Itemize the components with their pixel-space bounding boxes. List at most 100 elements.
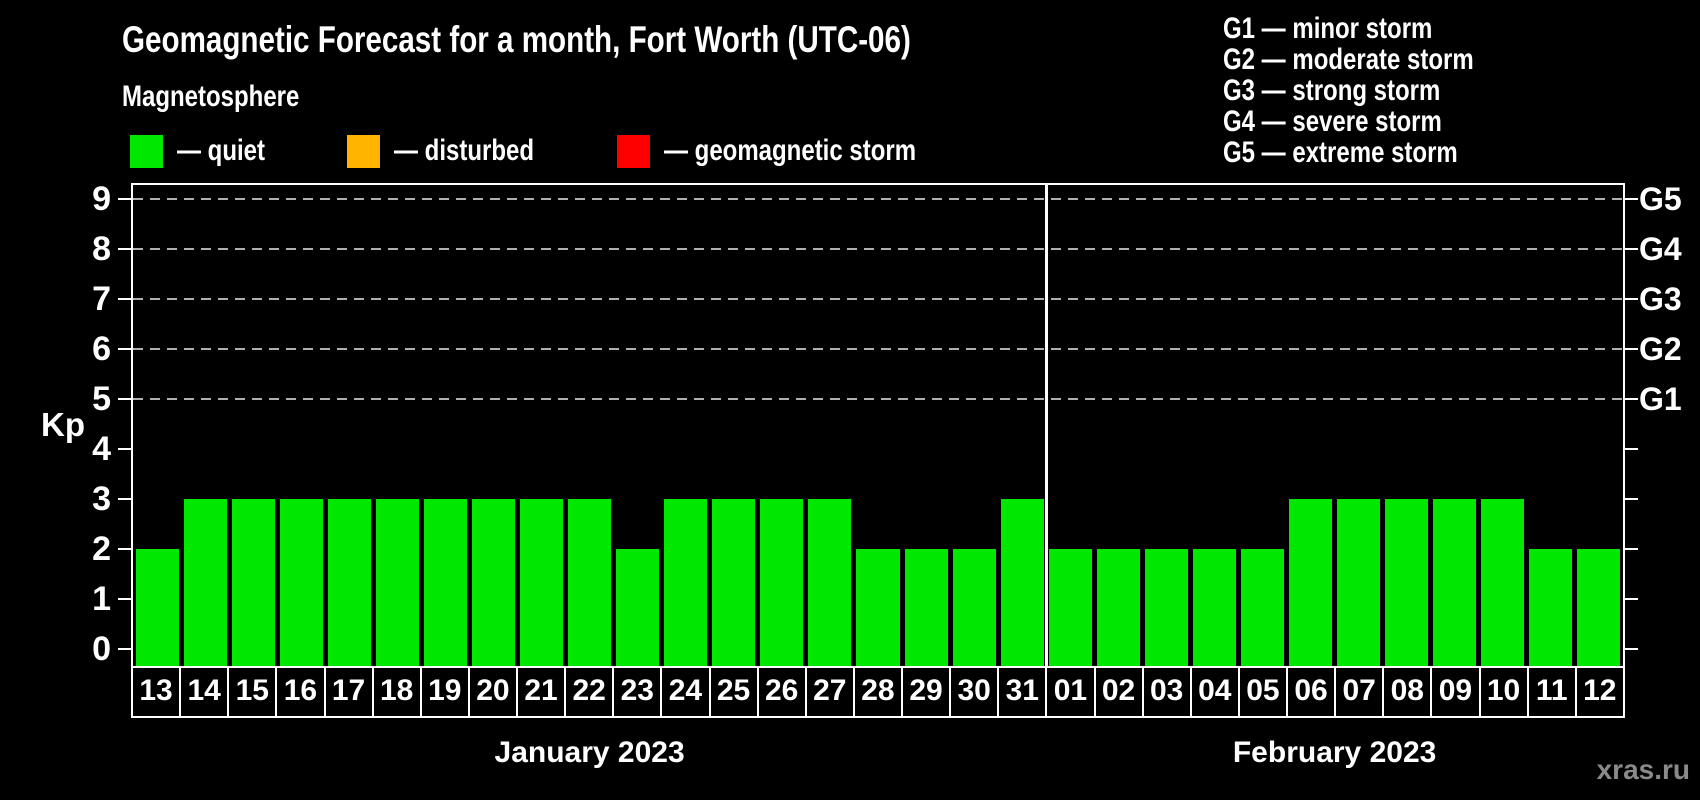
storm-scale-line-2: G2 — moderate storm bbox=[1223, 43, 1474, 76]
day-label-24: 24 bbox=[660, 668, 708, 716]
kp-bar-day-04 bbox=[1192, 549, 1236, 666]
y-axis-title: Kp bbox=[41, 406, 85, 443]
y-tick-label-5: 5 bbox=[92, 380, 111, 418]
day-label-19: 19 bbox=[419, 668, 468, 716]
gridline-kp9 bbox=[133, 198, 1623, 200]
y-tick-label-1: 1 bbox=[92, 580, 111, 618]
day-label-16: 16 bbox=[275, 668, 323, 716]
left-tick-kp2 bbox=[118, 548, 131, 550]
watermark: xras.ru bbox=[1596, 754, 1690, 785]
kp-bar-day-11 bbox=[1529, 549, 1573, 666]
legend-item-disturbed: — disturbed bbox=[347, 134, 569, 168]
kp-bar-day-29 bbox=[904, 549, 948, 666]
right-tick-kp4 bbox=[1625, 448, 1638, 450]
kp-bar-day-30 bbox=[952, 549, 996, 666]
right-tick-kp7 bbox=[1625, 298, 1638, 300]
kp-bar-day-20 bbox=[471, 499, 515, 666]
day-label-26: 26 bbox=[756, 668, 805, 716]
day-label-17: 17 bbox=[323, 668, 372, 716]
kp-bar-day-15 bbox=[231, 499, 275, 666]
kp-bar-day-13 bbox=[135, 549, 179, 666]
right-tick-kp2 bbox=[1625, 548, 1638, 550]
day-label-11: 11 bbox=[1526, 668, 1575, 716]
storm-scale-legend: G1 — minor stormG2 — moderate stormG3 — … bbox=[1223, 13, 1700, 168]
kp-bar-day-17 bbox=[327, 499, 371, 666]
right-tick-kp6 bbox=[1625, 348, 1638, 350]
gridline-kp5 bbox=[133, 398, 1623, 400]
day-label-21: 21 bbox=[516, 668, 564, 716]
day-label-13: 13 bbox=[139, 674, 173, 707]
kp-bar-day-23 bbox=[616, 549, 660, 666]
right-axis-label-g3: G3 bbox=[1639, 281, 1682, 317]
right-axis-label-g5: G5 bbox=[1639, 181, 1682, 217]
kp-bar-day-01 bbox=[1048, 549, 1092, 666]
day-label-03: 03 bbox=[1141, 668, 1190, 716]
y-tick-label-3: 3 bbox=[92, 480, 111, 518]
kp-bar-day-05 bbox=[1240, 549, 1285, 666]
gridline-kp7 bbox=[133, 298, 1623, 300]
left-tick-kp1 bbox=[118, 598, 131, 600]
gridline-kp8 bbox=[133, 248, 1623, 250]
month-label-2: February 2023 bbox=[1232, 736, 1437, 769]
left-tick-kp3 bbox=[118, 498, 131, 500]
right-axis-label-g1: G1 bbox=[1639, 381, 1682, 417]
day-label-09: 09 bbox=[1430, 668, 1478, 716]
kp-bar-day-31 bbox=[1000, 499, 1044, 666]
kp-bar-day-02 bbox=[1096, 549, 1140, 666]
kp-bar-day-06 bbox=[1289, 499, 1333, 666]
plot-area: 0 1 2 3 4 5 6 7 8 9 G1 G2 G3 G4 G5 bbox=[92, 180, 1682, 668]
day-label-31: 31 bbox=[997, 668, 1045, 716]
storm-scale-line-1: G1 — minor storm bbox=[1223, 12, 1433, 45]
day-label-05: 05 bbox=[1237, 668, 1286, 716]
disturbed-swatch bbox=[347, 134, 380, 168]
geomagnetic-storm-swatch bbox=[617, 134, 650, 168]
kp-bar-day-28 bbox=[856, 549, 900, 666]
quiet-swatch bbox=[130, 134, 163, 168]
right-tick-kp9 bbox=[1625, 198, 1638, 200]
day-label-01: 01 bbox=[1045, 668, 1093, 716]
y-tick-label-7: 7 bbox=[92, 280, 111, 318]
storm-scale-line-5: G5 — extreme storm bbox=[1223, 136, 1458, 169]
storm-scale-line-3: G3 — strong storm bbox=[1223, 74, 1441, 107]
y-tick-label-2: 2 bbox=[92, 530, 111, 568]
month-label-1: January 2023 bbox=[494, 736, 685, 769]
day-label-02: 02 bbox=[1093, 668, 1142, 716]
day-label-04: 04 bbox=[1189, 668, 1238, 716]
kp-bar-day-27 bbox=[808, 499, 852, 666]
kp-bar-day-24 bbox=[664, 499, 708, 666]
kp-bar-day-18 bbox=[375, 499, 419, 666]
day-label-23: 23 bbox=[612, 668, 660, 716]
kp-bar-day-03 bbox=[1144, 549, 1188, 666]
day-label-27: 27 bbox=[804, 668, 853, 716]
day-label-22: 22 bbox=[564, 668, 612, 716]
day-label-18: 18 bbox=[371, 668, 420, 716]
right-axis-label-g2: G2 bbox=[1639, 331, 1682, 367]
day-label-12: 12 bbox=[1574, 668, 1623, 716]
x-axis-day-labels: 13 14 15 16 17 18 19 20 21 22 23 24 25 26 27 28 29 30 31 01… bbox=[131, 666, 1625, 718]
day-label-08: 08 bbox=[1382, 668, 1430, 716]
day-label-30: 30 bbox=[949, 668, 997, 716]
chart-subtitle: Magnetosphere bbox=[122, 80, 300, 113]
y-tick-label-6: 6 bbox=[92, 330, 111, 368]
right-axis-label-g4: G4 bbox=[1639, 231, 1682, 267]
kp-bar-day-08 bbox=[1385, 499, 1429, 666]
legend-label-quiet: — quiet bbox=[177, 134, 265, 167]
month-divider bbox=[1044, 185, 1048, 666]
day-label-06: 06 bbox=[1286, 668, 1334, 716]
kp-bar-day-22 bbox=[568, 499, 612, 666]
day-label-10: 10 bbox=[1478, 668, 1527, 716]
chart-title: Geomagnetic Forecast for a month, Fort W… bbox=[122, 19, 911, 60]
kp-bar-day-25 bbox=[712, 499, 756, 666]
kp-bar-day-14 bbox=[183, 499, 227, 666]
kp-bar-day-19 bbox=[423, 499, 467, 666]
kp-bar-day-21 bbox=[520, 499, 564, 666]
left-tick-kp9 bbox=[118, 198, 131, 200]
kp-bar-day-12 bbox=[1577, 549, 1621, 666]
kp-bar-day-09 bbox=[1433, 499, 1477, 666]
left-tick-kp4 bbox=[118, 448, 131, 450]
legend-label-geomagnetic-storm: — geomagnetic storm bbox=[664, 134, 917, 167]
right-tick-kp3 bbox=[1625, 498, 1638, 500]
legend-label-disturbed: — disturbed bbox=[394, 134, 535, 167]
kp-bar-day-16 bbox=[279, 499, 323, 666]
